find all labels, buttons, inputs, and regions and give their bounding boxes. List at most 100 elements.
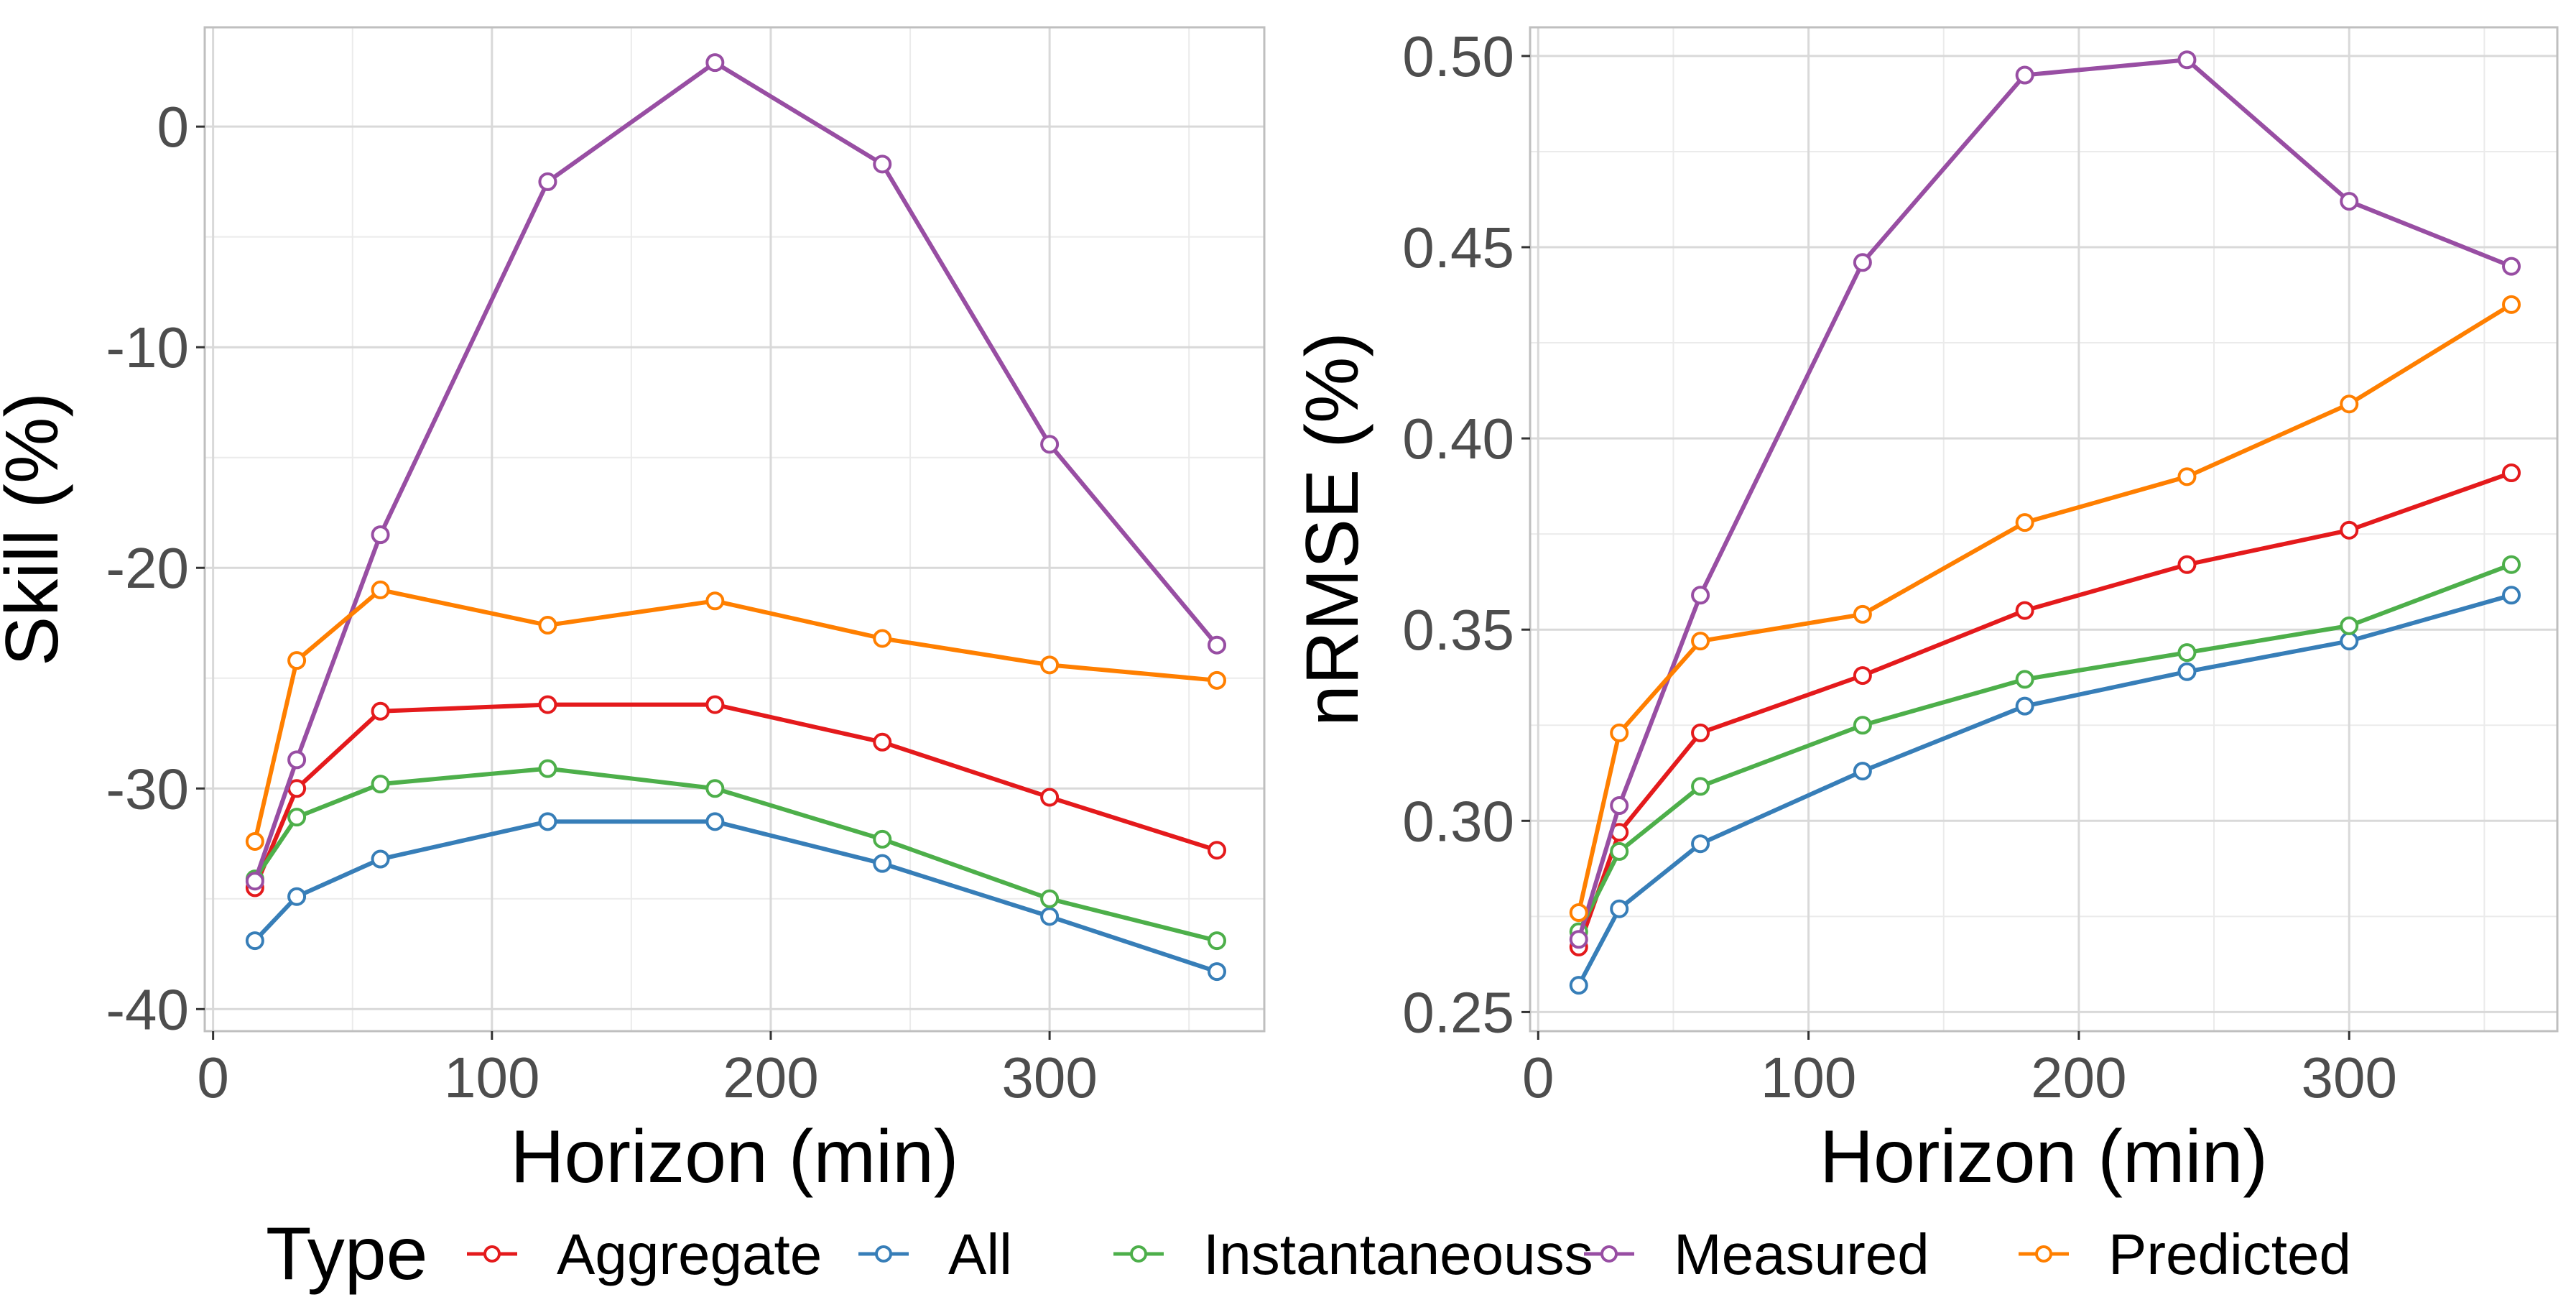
skill-point-all	[245, 931, 264, 951]
nrmse-point-measured	[1569, 930, 1588, 949]
skill-panel: 0 100 200 300 -40 -30 -20 -10 0 Horizon (min) Skil…	[0, 26, 1266, 1199]
skill-point-all	[371, 849, 390, 869]
skill-series-line-instantaneouss	[253, 766, 1218, 943]
y-tick-label: -40	[106, 977, 189, 1041]
nrmse-point-predicted	[1691, 632, 1710, 651]
legend-key-marker-predicted	[2035, 1245, 2052, 1263]
skill-point-aggregate	[1040, 788, 1060, 807]
nrmse-point-instantaneouss	[2015, 670, 2034, 689]
skill-point-instantaneouss	[1208, 931, 1227, 951]
panel-border	[203, 26, 1266, 1033]
y-tick-label: -30	[106, 757, 189, 821]
nrmse-series-line-predicted	[1576, 303, 2513, 913]
y-tick-label: 0.40	[1402, 407, 1514, 471]
skill-point-predicted	[1208, 670, 1227, 690]
legend-key-marker-instantaneouss	[1130, 1245, 1147, 1263]
legend-key-marker-aggregate	[483, 1245, 501, 1263]
skill-point-aggregate	[705, 695, 725, 714]
nrmse-series-line-aggregate	[1576, 471, 2513, 948]
skill-series-line-measured	[253, 60, 1219, 882]
y-tick-label: 0.45	[1402, 216, 1514, 280]
nrmse-point-measured	[2340, 192, 2359, 211]
y-tick-label: 0	[157, 95, 190, 159]
x-tick-label: 0	[1522, 1046, 1555, 1109]
skill-point-predicted	[1040, 655, 1060, 675]
nrmse-point-all	[1569, 976, 1588, 995]
skill-point-instantaneouss	[538, 759, 557, 778]
skill-point-aggregate	[287, 779, 307, 798]
skill-point-all	[1208, 962, 1227, 982]
nrmse-point-aggregate	[2177, 555, 2197, 574]
legend-title: Type	[266, 1212, 427, 1296]
nrmse-point-instantaneouss	[1691, 777, 1710, 796]
legend-label-measured: Measured	[1674, 1222, 1929, 1286]
nrmse-series-line-measured	[1576, 57, 2513, 941]
skill-point-aggregate	[371, 701, 390, 721]
nrmse-point-instantaneouss	[2502, 555, 2521, 574]
nrmse-point-predicted	[2502, 295, 2521, 314]
nrmse-point-all	[2177, 662, 2197, 681]
x-tick-label: 100	[1761, 1046, 1856, 1109]
skill-point-predicted	[538, 616, 557, 635]
legend-label-instantaneouss: Instantaneouss	[1203, 1222, 1593, 1286]
nrmse-point-measured	[1691, 586, 1710, 605]
nrmse-point-predicted	[2015, 513, 2034, 532]
legend-label-all: All	[948, 1222, 1012, 1286]
skill-point-predicted	[287, 651, 307, 670]
nrmse-point-predicted	[1853, 604, 1872, 624]
nrmse-series-line-instantaneouss	[1577, 562, 2513, 933]
nrmse-point-instantaneouss	[2177, 643, 2197, 663]
skill-series-line-predicted	[252, 587, 1218, 842]
skill-point-instantaneouss	[371, 775, 390, 794]
skill-point-measured	[538, 172, 557, 191]
nrmse-point-all	[1691, 834, 1710, 854]
skill-point-instantaneouss	[873, 829, 892, 849]
skill-point-aggregate	[873, 732, 892, 752]
nrmse-x-axis-title: Horizon (min)	[1820, 1115, 2268, 1199]
skill-point-all	[538, 812, 557, 831]
nrmse-point-instantaneouss	[2340, 616, 2359, 635]
nrmse-panel: 0 100 200 300 0.25 0.30 0.35 0.40 0.45 0.50 Horizo…	[1291, 24, 2559, 1199]
x-tick-label: 200	[2031, 1046, 2126, 1109]
nrmse-point-aggregate	[1691, 723, 1710, 742]
nrmse-point-instantaneouss	[1610, 841, 1629, 861]
nrmse-point-predicted	[1610, 723, 1629, 742]
skill-point-aggregate	[538, 695, 557, 714]
nrmse-point-measured	[1853, 253, 1872, 272]
y-tick-label: 0.50	[1402, 24, 1514, 88]
skill-point-measured	[1208, 635, 1227, 655]
panel-border	[1529, 26, 2559, 1033]
skill-y-axis-title: Skill (%)	[0, 392, 74, 666]
y-tick-label: -20	[106, 536, 189, 600]
nrmse-point-predicted	[2340, 394, 2359, 414]
skill-point-measured	[1040, 435, 1060, 454]
legend-label-predicted: Predicted	[2108, 1222, 2351, 1286]
y-tick-label: 0.30	[1402, 789, 1514, 853]
nrmse-point-aggregate	[1853, 666, 1872, 686]
nrmse-point-all	[2340, 632, 2359, 651]
skill-point-all	[287, 887, 307, 906]
x-tick-label: 100	[444, 1046, 539, 1109]
legend: Type Aggregate All Instantaneouss Measured Pr…	[266, 1212, 2351, 1296]
skill-point-measured	[371, 525, 390, 545]
skill-point-measured	[287, 750, 307, 770]
skill-point-predicted	[873, 629, 892, 648]
nrmse-series-line-all	[1577, 593, 2512, 987]
skill-point-instantaneouss	[705, 779, 725, 798]
skill-point-measured	[245, 872, 264, 891]
nrmse-point-all	[1853, 762, 1872, 781]
skill-point-measured	[873, 154, 892, 174]
skill-point-predicted	[371, 580, 390, 599]
skill-point-measured	[705, 53, 725, 73]
y-tick-label: 0.35	[1402, 598, 1514, 662]
skill-point-all	[873, 854, 892, 873]
nrmse-point-aggregate	[2340, 520, 2359, 540]
skill-x-axis-title: Horizon (min)	[510, 1115, 958, 1199]
legend-key-marker-measured	[1600, 1245, 1618, 1263]
skill-point-predicted	[705, 591, 725, 611]
nrmse-point-predicted	[1569, 903, 1588, 923]
x-tick-label: 0	[197, 1046, 229, 1109]
skill-point-all	[1040, 907, 1060, 926]
nrmse-point-measured	[1610, 796, 1629, 816]
